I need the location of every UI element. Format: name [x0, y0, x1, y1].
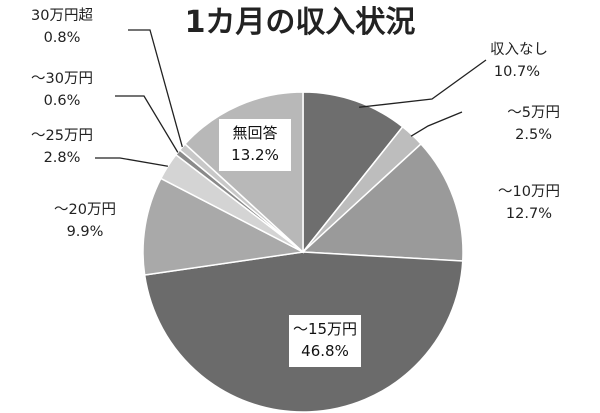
- slice-category-label: 30万円超: [31, 7, 93, 24]
- chart-title: 1カ月の収入状況: [185, 5, 416, 40]
- slices-group: [142, 91, 464, 413]
- slice-category-label: ～15万円: [293, 320, 357, 338]
- slice-label-background: [289, 315, 361, 367]
- leader-line: [128, 29, 183, 148]
- slice-percent-label: 0.6%: [44, 93, 81, 109]
- slice-percent-label: 10.7%: [494, 64, 540, 80]
- slice-category-label: 収入なし: [490, 41, 548, 58]
- slice-category-label: ～25万円: [31, 128, 93, 144]
- slice-category-label: 無回答: [232, 124, 277, 142]
- leader-line: [359, 59, 487, 108]
- pie-slice: [301, 142, 464, 262]
- leader-line: [410, 111, 463, 137]
- slice-percent-label: 12.7%: [506, 206, 552, 222]
- slice-percent-label: 46.8%: [301, 342, 349, 360]
- pie-slice: [302, 91, 404, 255]
- leader-line: [115, 95, 179, 153]
- slice-percent-label: 13.2%: [231, 146, 279, 164]
- slice-percent-label: 2.5%: [515, 127, 552, 143]
- leader-line: [95, 157, 169, 167]
- slice-category-label: ～30万円: [31, 71, 93, 87]
- pie-slice: [142, 177, 306, 276]
- slice-percent-label: 0.8%: [44, 30, 81, 46]
- slice-percent-label: 9.9%: [67, 224, 104, 240]
- slice-percent-label: 2.8%: [44, 150, 81, 166]
- slice-category-label: ～20万円: [54, 202, 116, 218]
- labels-group: 収入なし 10.7% ～5万円 2.5% ～10万円 12.7% ～15万円 46.8% ～20…: [31, 7, 560, 367]
- slice-label-background: [219, 119, 291, 171]
- leader-lines-group: [95, 29, 487, 167]
- slice-category-label: ～5万円: [507, 105, 560, 121]
- slice-category-label: ～10万円: [498, 184, 560, 200]
